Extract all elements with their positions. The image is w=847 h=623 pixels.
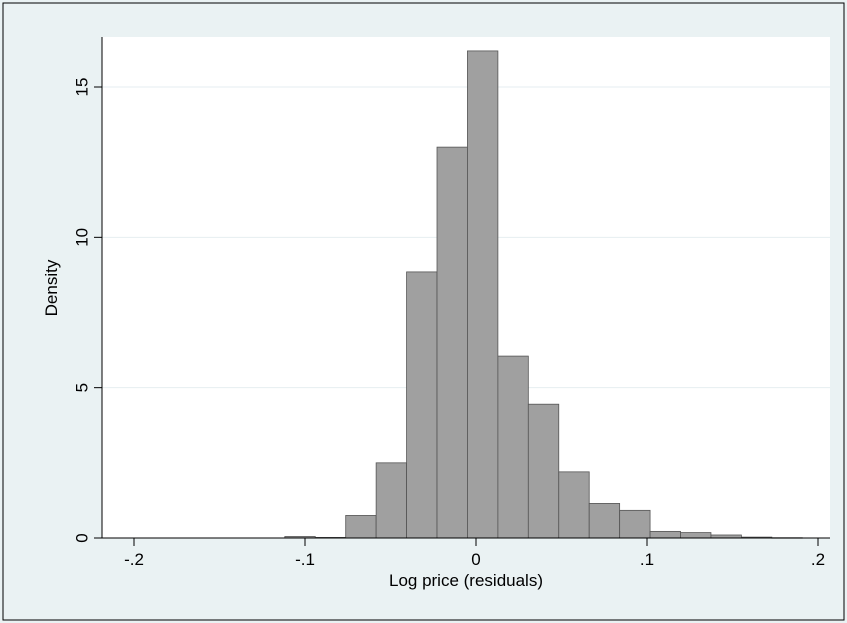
histogram-bar bbox=[527, 403, 560, 539]
x-tick-label: 0 bbox=[471, 550, 480, 569]
histogram-bar bbox=[467, 50, 499, 539]
histogram-bars bbox=[284, 50, 803, 539]
y-tick-label: 15 bbox=[73, 78, 92, 97]
y-tick-label: 0 bbox=[73, 533, 92, 542]
histogram-bar bbox=[345, 515, 377, 539]
x-tick-label: .2 bbox=[811, 550, 825, 569]
histogram-bar bbox=[406, 271, 438, 539]
histogram-bar bbox=[497, 355, 529, 539]
histogram-bar bbox=[436, 146, 468, 539]
histogram-bar bbox=[558, 471, 590, 539]
histogram-bar bbox=[680, 532, 712, 539]
histogram-bar bbox=[588, 503, 621, 539]
axes: -.2 -.1 0 .1 .2 0 5 10 15 bbox=[73, 37, 830, 569]
x-tick-label: .1 bbox=[640, 550, 654, 569]
histogram-bar bbox=[375, 462, 407, 539]
y-axis-label: Density bbox=[42, 259, 61, 316]
x-tick-label: -.2 bbox=[124, 550, 144, 569]
x-axis-label: Log price (residuals) bbox=[389, 571, 543, 590]
histogram-bar bbox=[619, 509, 651, 539]
histogram-bar bbox=[649, 530, 681, 539]
x-tick-label: -.1 bbox=[295, 550, 315, 569]
y-tick-label: 10 bbox=[73, 228, 92, 247]
y-tick-label: 5 bbox=[73, 383, 92, 392]
